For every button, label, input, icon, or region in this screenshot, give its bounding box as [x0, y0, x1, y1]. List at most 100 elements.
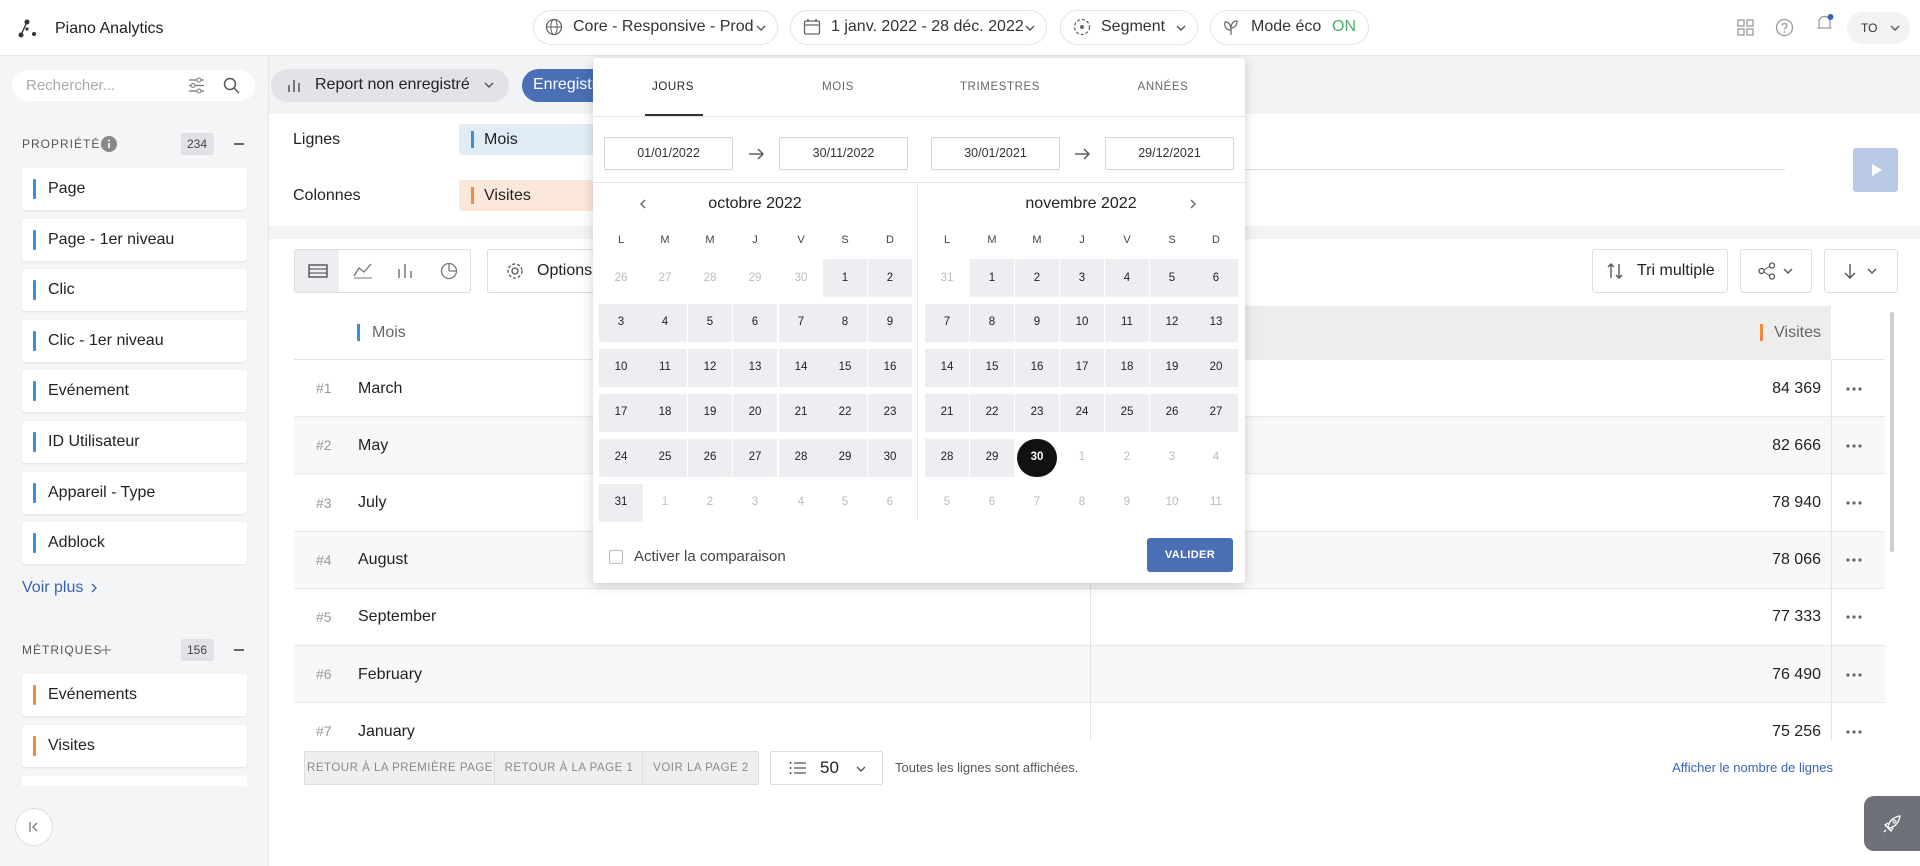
day-cell[interactable] [1150, 259, 1194, 297]
day-cell[interactable] [1105, 393, 1149, 432]
day-cell[interactable] [823, 393, 867, 432]
date-input[interactable] [931, 137, 1060, 170]
sort-button[interactable] [1592, 249, 1728, 293]
day-cell[interactable] [599, 483, 643, 522]
show-count-link[interactable]: Afficher le nombre de lignes [1672, 760, 1833, 775]
day-cell[interactable] [925, 393, 969, 432]
day-cell[interactable] [868, 348, 912, 387]
day-cell[interactable] [970, 438, 1014, 477]
see-more-link[interactable]: Voir plus [22, 579, 84, 596]
day-cell[interactable] [1105, 259, 1149, 297]
day-cell[interactable] [925, 348, 969, 387]
sidebar-item[interactable] [22, 471, 247, 514]
day-cell[interactable] [1150, 303, 1194, 342]
metric-header[interactable]: Visites [1774, 324, 1821, 341]
day-cell[interactable] [1194, 259, 1238, 297]
eco-mode-toggle[interactable] [1210, 10, 1369, 45]
sidebar-item[interactable] [22, 218, 247, 261]
rocket-button[interactable] [1864, 796, 1920, 851]
search-input[interactable] [12, 70, 255, 101]
sidebar-item[interactable] [22, 421, 247, 463]
day-cell[interactable] [1015, 303, 1059, 342]
period-selector[interactable] [790, 10, 1047, 45]
day-cell[interactable] [1060, 259, 1104, 297]
apps-icon[interactable] [1736, 18, 1755, 37]
dimension-header[interactable]: Mois [372, 324, 406, 341]
sidebar-item[interactable] [22, 674, 247, 716]
day-cell[interactable] [970, 259, 1014, 297]
date-input[interactable] [604, 137, 733, 170]
table-row[interactable] [294, 646, 1885, 704]
day-cell[interactable] [868, 393, 912, 432]
day-cell[interactable] [1015, 393, 1059, 432]
date-input[interactable] [1105, 137, 1234, 170]
day-cell[interactable] [688, 303, 732, 342]
help-icon[interactable] [1775, 18, 1794, 37]
day-cell[interactable] [599, 438, 643, 477]
day-cell[interactable] [823, 438, 867, 477]
download-button[interactable] [1824, 249, 1898, 293]
pagination-page1[interactable] [495, 751, 643, 785]
day-cell[interactable] [1150, 348, 1194, 387]
previous-month[interactable] [638, 199, 648, 209]
date-tab[interactable]: TRIMESTRES [959, 80, 1041, 93]
sidebar-item[interactable] [22, 370, 247, 413]
day-cell[interactable] [823, 303, 867, 342]
date-tab[interactable]: JOURS [652, 80, 694, 93]
day-cell[interactable] [1105, 348, 1149, 387]
day-cell[interactable] [779, 348, 823, 387]
day-selected[interactable] [1017, 438, 1057, 477]
day-cell[interactable] [599, 303, 643, 342]
table-row[interactable] [294, 588, 1885, 646]
row-menu[interactable] [1844, 613, 1864, 621]
day-cell[interactable] [733, 348, 777, 387]
compare-checkbox[interactable] [609, 550, 623, 564]
day-cell[interactable] [643, 438, 687, 477]
day-cell[interactable] [970, 348, 1014, 387]
day-cell[interactable] [868, 303, 912, 342]
sidebar-item[interactable] [22, 522, 247, 565]
row-menu[interactable] [1844, 556, 1864, 564]
day-cell[interactable] [823, 259, 867, 297]
site-selector[interactable] [533, 10, 778, 45]
day-cell[interactable] [1105, 303, 1149, 342]
share-button[interactable] [1740, 249, 1812, 293]
sidebar-item[interactable] [22, 319, 247, 362]
sidebar-item[interactable] [22, 168, 247, 210]
day-cell[interactable] [823, 348, 867, 387]
day-cell[interactable] [643, 348, 687, 387]
collapse-section[interactable] [234, 143, 244, 145]
day-cell[interactable] [925, 438, 969, 477]
day-cell[interactable] [733, 393, 777, 432]
sidebar-item[interactable] [22, 269, 247, 312]
day-cell[interactable] [643, 393, 687, 432]
day-cell[interactable] [688, 348, 732, 387]
day-cell[interactable] [779, 393, 823, 432]
day-cell[interactable] [1015, 348, 1059, 387]
day-cell[interactable] [1060, 348, 1104, 387]
day-cell[interactable] [688, 438, 732, 477]
pagination-first[interactable] [304, 751, 495, 785]
collapse-section[interactable] [234, 649, 244, 651]
day-cell[interactable] [688, 393, 732, 432]
day-cell[interactable] [1194, 393, 1238, 432]
day-cell[interactable] [733, 438, 777, 477]
row-menu[interactable] [1844, 442, 1864, 450]
day-cell[interactable] [1015, 259, 1059, 297]
day-cell[interactable] [1150, 393, 1194, 432]
date-input[interactable] [779, 137, 908, 170]
notifications-icon[interactable] [1815, 14, 1835, 36]
day-cell[interactable] [643, 303, 687, 342]
day-cell[interactable] [733, 303, 777, 342]
dimension-chip[interactable] [459, 124, 594, 155]
row-menu[interactable] [1844, 499, 1864, 507]
report-selector[interactable] [271, 69, 509, 102]
row-menu[interactable] [1844, 671, 1864, 679]
collapse-sidebar-button[interactable] [15, 808, 53, 846]
date-tab[interactable]: ANNÉES [1137, 80, 1189, 93]
day-cell[interactable] [779, 438, 823, 477]
row-menu[interactable] [1844, 385, 1864, 393]
next-month[interactable] [1188, 199, 1198, 209]
day-cell[interactable] [1060, 393, 1104, 432]
table-row[interactable] [294, 703, 1885, 740]
